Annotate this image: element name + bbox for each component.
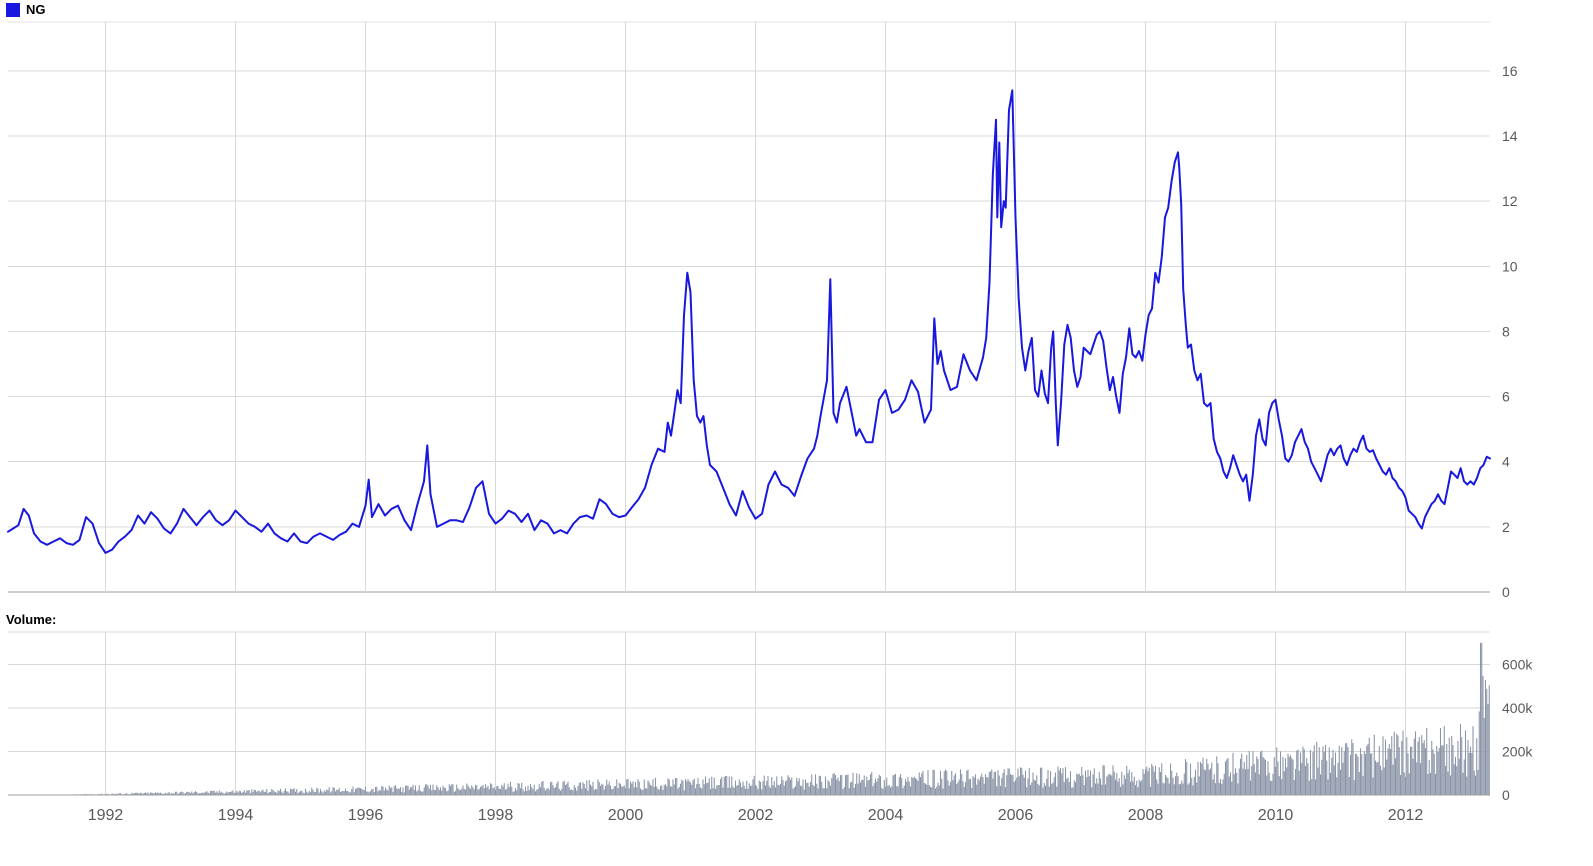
legend: NG bbox=[6, 2, 46, 17]
svg-text:2006: 2006 bbox=[998, 807, 1034, 824]
svg-text:2000: 2000 bbox=[608, 807, 644, 824]
svg-text:2002: 2002 bbox=[738, 807, 774, 824]
legend-swatch bbox=[6, 3, 20, 17]
chart-canvas: 0 2 4 6 8 10 12 14 16 0 200k 400k 600k 1992 1994 1996 19… bbox=[0, 0, 1593, 866]
svg-text:14: 14 bbox=[1502, 128, 1518, 144]
svg-text:0: 0 bbox=[1502, 584, 1510, 600]
svg-text:1994: 1994 bbox=[218, 807, 254, 824]
svg-text:2: 2 bbox=[1502, 519, 1510, 535]
svg-text:2008: 2008 bbox=[1128, 807, 1164, 824]
svg-text:200k: 200k bbox=[1502, 744, 1533, 760]
svg-text:1992: 1992 bbox=[88, 807, 124, 824]
svg-text:1996: 1996 bbox=[348, 807, 384, 824]
svg-text:8: 8 bbox=[1502, 323, 1510, 339]
svg-text:600k: 600k bbox=[1502, 657, 1533, 673]
svg-text:1998: 1998 bbox=[478, 807, 514, 824]
svg-text:10: 10 bbox=[1502, 258, 1518, 274]
svg-text:2012: 2012 bbox=[1388, 807, 1424, 824]
svg-text:12: 12 bbox=[1502, 193, 1518, 209]
volume-label: Volume: bbox=[6, 612, 56, 627]
svg-text:4: 4 bbox=[1502, 454, 1510, 470]
svg-text:6: 6 bbox=[1502, 389, 1510, 405]
svg-text:2010: 2010 bbox=[1258, 807, 1294, 824]
svg-text:16: 16 bbox=[1502, 63, 1518, 79]
legend-label: NG bbox=[26, 2, 46, 17]
svg-text:400k: 400k bbox=[1502, 700, 1533, 716]
svg-text:2004: 2004 bbox=[868, 807, 904, 824]
svg-text:0: 0 bbox=[1502, 787, 1510, 803]
